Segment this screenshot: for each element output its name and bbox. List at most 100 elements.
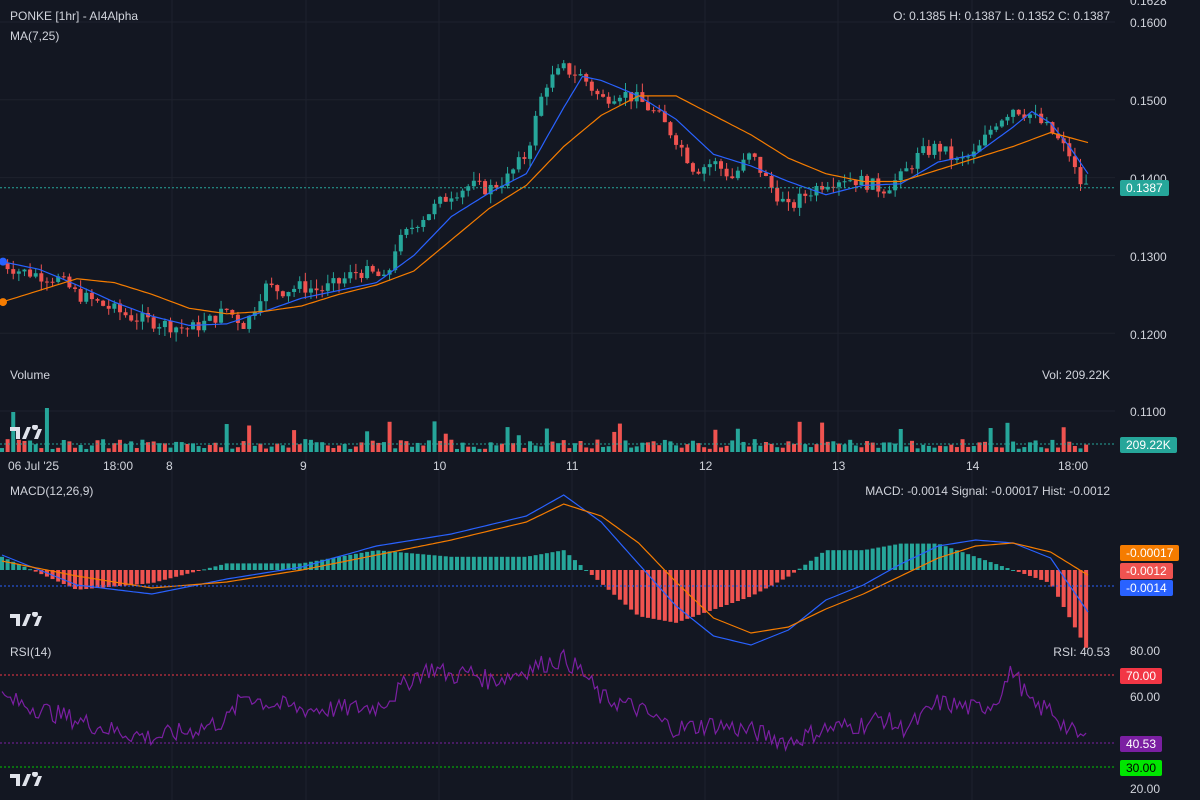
macd-histogram-bar [404,552,409,570]
candle-body [151,317,156,329]
candle-body [696,171,701,174]
macd-histogram-bar [269,563,274,570]
candle-body [44,281,49,283]
macd-histogram-bar [101,570,106,588]
macd-histogram-bar [797,568,802,570]
candle-body [674,135,679,145]
volume-bar [662,439,667,452]
candle-body [1072,156,1077,168]
volume-bar [589,448,594,452]
macd-histogram-bar [994,564,999,570]
candle-body [617,97,622,102]
candle-body [1078,167,1083,185]
macd-histogram-bar [247,563,252,570]
volume-bar [174,441,179,452]
macd-histogram-bar [831,550,836,570]
volume-bar [696,443,701,452]
volume-bar [938,445,943,452]
volume-bar [836,443,841,452]
macd-histogram-bar [5,559,10,570]
volume-bar [1056,447,1061,452]
macd-histogram-bar [983,560,988,570]
volume-bar [421,445,426,452]
volume-bar [1050,439,1055,452]
rsi-tick: 20.00 [1130,782,1161,796]
macd-histogram-bar [112,570,117,587]
volume-bar [859,447,864,452]
macd-histogram-bar [376,550,381,570]
volume-bar [893,443,898,452]
macd-histogram-bar [651,570,656,619]
macd-histogram-bar [280,563,285,570]
macd-histogram-bar [308,561,313,570]
volume-bar [151,441,156,452]
candle-body [117,303,122,313]
time-tick: 06 Jul '25 [8,459,59,473]
candle-body [533,115,538,146]
candle-body [134,320,139,322]
volume-bar [808,447,813,452]
volume-bar [1011,441,1016,452]
volume-bar [331,447,336,452]
candle-body [1039,113,1044,124]
candle-body [84,292,89,302]
macd-histogram-bar [292,563,297,570]
candle-body [870,178,875,190]
candle-body [73,287,78,289]
volume-bar [449,439,454,452]
macd-histogram-bar [662,570,667,621]
ma-indicator-label[interactable]: MA(7,25) [10,29,60,43]
candle-body [112,303,117,309]
macd-histogram-bar [539,554,544,570]
volume-bar [320,442,325,452]
volume-bar [904,446,909,452]
macd-histogram-bar [601,570,606,585]
macd-histogram-bar [926,543,931,570]
macd-histogram-bar [522,556,527,570]
volume-bar [797,421,802,452]
rsi-label[interactable]: RSI(14) [10,645,52,659]
candle-body [28,269,33,277]
macd-histogram-bar [533,555,538,570]
macd-value-tag: -0.0014 [1120,580,1173,596]
volume-bar [674,445,679,452]
candle-body [780,198,785,202]
macd-histogram-bar [870,548,875,570]
ohlc-readout: O: 0.1385 H: 0.1387 L: 0.1352 C: 0.1387 [893,9,1110,23]
volume-bar [16,439,21,452]
candle-body [595,90,600,95]
volume-bar [454,448,459,452]
candle-body [977,145,982,152]
volume-bar [954,447,959,452]
candle-body [887,190,892,194]
candle-body [550,74,555,88]
candle-body [477,180,482,182]
volume-bar [196,446,201,452]
candle-body [836,182,841,187]
volume-bar [1084,444,1089,452]
volume-bar [775,447,780,452]
volume-bar [11,412,16,452]
volume-bar [640,442,645,452]
candle-body [241,322,246,329]
candle-body [612,101,617,104]
volume-bar [1078,448,1083,452]
candle-body [601,94,606,97]
candle-body [1061,138,1066,144]
volume-bar [584,447,589,452]
candle-body [202,320,207,331]
volume-bar [983,441,988,452]
macd-label[interactable]: MACD(12,26,9) [10,484,94,498]
macd-histogram-bar [11,561,16,570]
macd-histogram-bar [876,547,881,570]
candle-body [589,81,594,91]
candle-body [359,272,364,279]
macd-histogram-bar [1044,570,1049,582]
macd-histogram-bar [342,555,347,570]
candle-body [752,153,757,157]
candle-body [415,226,420,228]
volume-bar [1022,447,1027,452]
candle-body [331,278,336,284]
volume-bar [853,445,858,452]
